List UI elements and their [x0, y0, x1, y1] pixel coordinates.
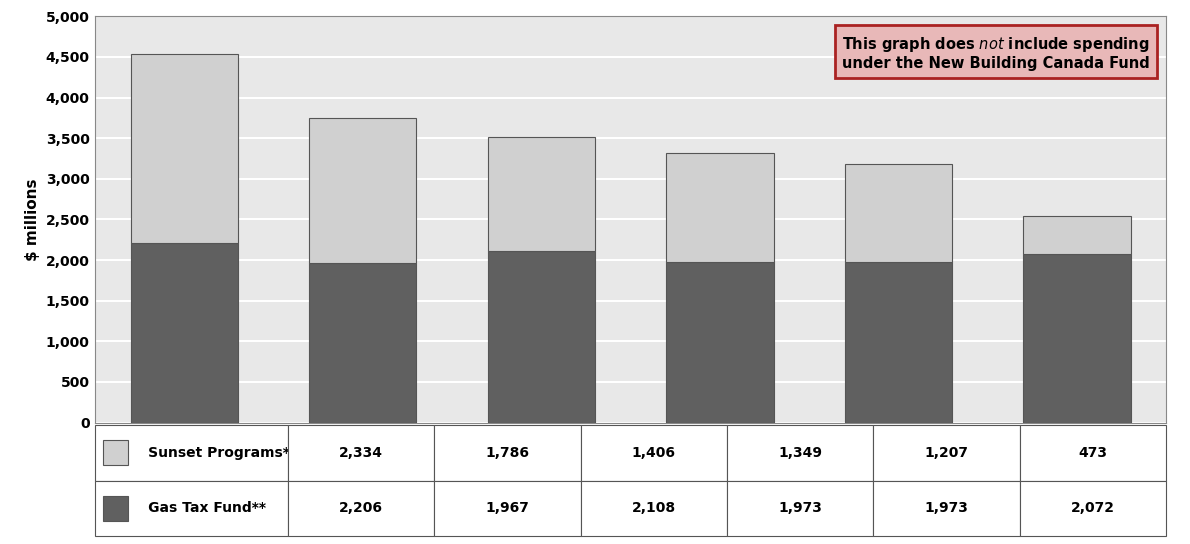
Bar	[845, 164, 952, 262]
Bar	[666, 153, 774, 262]
Bar	[666, 262, 774, 423]
Y-axis label: $ millions: $ millions	[25, 178, 40, 261]
Bar	[845, 262, 952, 423]
Bar	[309, 118, 416, 263]
Bar	[1023, 216, 1130, 254]
Bar	[488, 251, 595, 423]
Text: This graph does $\mathbf{\it{not}}$ include spending
under the New Building Cana: This graph does $\mathbf{\it{not}}$ incl…	[843, 35, 1150, 71]
Bar	[309, 263, 416, 423]
Bar	[131, 243, 238, 423]
Bar	[1023, 254, 1130, 423]
Bar	[131, 54, 238, 243]
Bar	[488, 137, 595, 251]
